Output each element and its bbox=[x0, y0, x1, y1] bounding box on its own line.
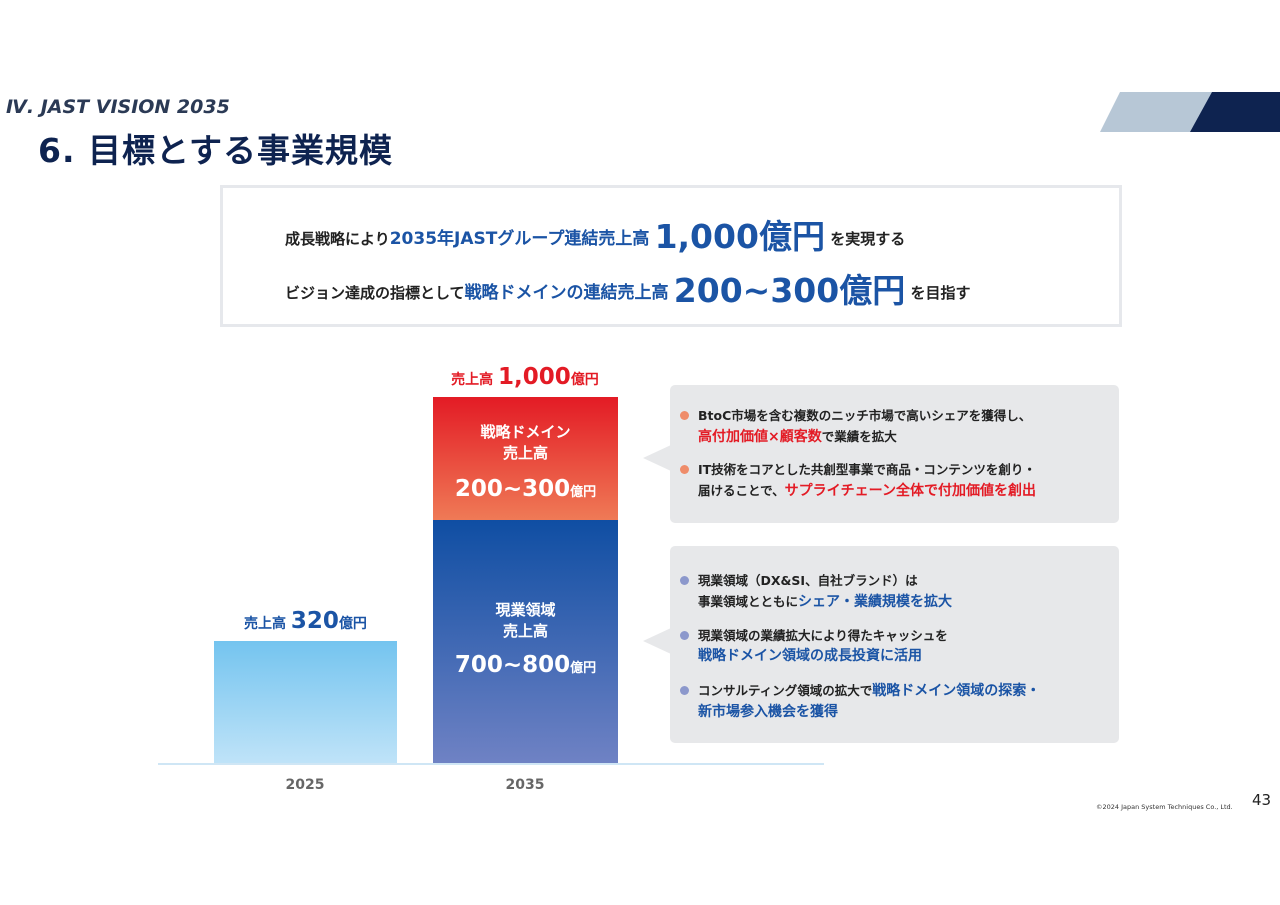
callout-strategic: BtoC市場を含む複数のニッチ市場で高いシェアを獲得し、 高付加価値×顧客数で業… bbox=[670, 385, 1119, 523]
summary-text: 成長戦略により bbox=[285, 230, 390, 248]
strategic-value-unit: 億円 bbox=[570, 485, 597, 500]
callout-item: 現業領域の業績拡大により得たキャッシュを 戦略ドメイン領域の成長投資に活用 bbox=[680, 625, 948, 667]
callout-emphasis: 高付加価値×顧客数 bbox=[698, 429, 822, 445]
callout-item: IT技術をコアとした共創型事業で商品・コンテンツを創り・ 届けることで、サプライ… bbox=[680, 459, 1036, 502]
bar-2035-strategic-domain: 戦略ドメイン 売上高 200~300億円 bbox=[433, 397, 618, 520]
bullet-dot-icon bbox=[680, 465, 689, 474]
callout-current: 現業領域（DX&SI、自社ブランド）は 事業領域とともにシェア・業績規模を拡大 … bbox=[670, 546, 1119, 743]
current-value-unit: 億円 bbox=[570, 661, 597, 676]
total-label-2035: 売上高 1,000億円 bbox=[420, 364, 630, 390]
strategic-value: 200~300億円 bbox=[433, 476, 618, 502]
page-number: 43 bbox=[1252, 791, 1272, 809]
callout-item: 現業領域（DX&SI、自社ブランド）は 事業領域とともにシェア・業績規模を拡大 bbox=[680, 570, 952, 613]
callout-text: BtoC市場を含む複数のニッチ市場で高いシェアを獲得し、 bbox=[698, 408, 1032, 423]
callout-text: で業績を拡大 bbox=[821, 429, 897, 444]
callout-text: 事業領域とともに bbox=[698, 594, 799, 609]
strategic-title-2: 売上高 bbox=[502, 444, 548, 462]
callout-text: 現業領域（DX&SI、自社ブランド）は bbox=[698, 573, 918, 588]
callout-text: 現業領域の業績拡大により得たキャッシュを bbox=[698, 628, 948, 643]
callout-pointer bbox=[643, 628, 671, 654]
total-label-unit: 億円 bbox=[338, 616, 367, 632]
strategic-value-num: 200~300 bbox=[454, 476, 571, 502]
current-title-2: 売上高 bbox=[502, 622, 548, 640]
current-value: 700~800億円 bbox=[433, 652, 618, 678]
x-tick-2035: 2035 bbox=[505, 777, 545, 793]
copyright: ©2024 Japan System Techniques Co., Ltd. bbox=[1096, 803, 1233, 811]
current-title-1: 現業領域 bbox=[495, 601, 556, 619]
callout-emphasis: 戦略ドメイン領域の成長投資に活用 bbox=[698, 648, 922, 664]
bullet-dot-icon bbox=[680, 576, 689, 585]
callout-text-line: 届けることで、サプライチェーン全体で付加価値を創出 bbox=[698, 480, 1036, 502]
total-label-2025: 売上高 320億円 bbox=[214, 608, 397, 634]
total-label-value: 1,000 bbox=[498, 364, 571, 390]
summary-highlight: 戦略ドメインの連結売上高 bbox=[464, 283, 669, 303]
bar-2035-current-business: 現業領域 売上高 700~800億円 bbox=[433, 520, 618, 763]
bullet-dot-icon bbox=[680, 686, 689, 695]
callout-text: コンサルティング領域の拡大で bbox=[698, 683, 873, 698]
summary-text: を目指す bbox=[910, 284, 971, 302]
summary-target-total: 1,000億円 bbox=[654, 217, 825, 256]
summary-line-1: 成長戦略により2035年JASTグループ連結売上高 1,000億円 を実現する bbox=[285, 210, 905, 258]
bullet-dot-icon bbox=[680, 631, 689, 640]
callout-pointer bbox=[643, 445, 671, 471]
callout-text-line: コンサルティング領域の拡大で戦略ドメイン領域の探索・ bbox=[698, 680, 1040, 702]
bar-2025 bbox=[214, 641, 397, 763]
summary-text: を実現する bbox=[830, 230, 906, 248]
callout-emphasis: サプライチェーン全体で付加価値を創出 bbox=[784, 483, 1036, 499]
total-label-unit: 億円 bbox=[570, 372, 599, 388]
total-label-prefix: 売上高 bbox=[451, 372, 494, 388]
callout-text-line: 事業領域とともにシェア・業績規模を拡大 bbox=[698, 591, 952, 613]
summary-text: ビジョン達成の指標として bbox=[285, 284, 465, 302]
section-label: Ⅳ. JAST VISION 2035 bbox=[6, 96, 230, 118]
callout-emphasis: 戦略ドメイン領域の探索・ bbox=[872, 683, 1041, 699]
callout-text: 届けることで、 bbox=[698, 483, 785, 498]
callout-item: BtoC市場を含む複数のニッチ市場で高いシェアを獲得し、 高付加価値×顧客数で業… bbox=[680, 405, 1032, 448]
header-decoration bbox=[1100, 92, 1280, 132]
summary-line-2: ビジョン達成の指標として戦略ドメインの連結売上高 200~300億円 を目指す bbox=[285, 264, 970, 312]
callout-emphasis: シェア・業績規模を拡大 bbox=[798, 594, 953, 610]
callout-emphasis: 新市場参入機会を獲得 bbox=[698, 704, 838, 720]
summary-highlight: 2035年JASTグループ連結売上高 bbox=[389, 229, 650, 249]
strategic-title-1: 戦略ドメイン bbox=[480, 423, 571, 441]
summary-box: 成長戦略により2035年JASTグループ連結売上高 1,000億円 を実現する … bbox=[220, 185, 1122, 327]
bullet-dot-icon bbox=[680, 411, 689, 420]
callout-text: IT技術をコアとした共創型事業で商品・コンテンツを創り・ bbox=[698, 462, 1036, 477]
page-title: 6. 目標とする事業規模 bbox=[38, 131, 393, 170]
callout-text-line: 高付加価値×顧客数で業績を拡大 bbox=[698, 426, 1031, 448]
total-label-prefix: 売上高 bbox=[244, 616, 287, 632]
chart-baseline bbox=[158, 763, 824, 765]
current-value-num: 700~800 bbox=[454, 652, 571, 678]
summary-target-domain: 200~300億円 bbox=[673, 271, 906, 310]
total-label-value: 320 bbox=[290, 608, 339, 634]
x-tick-2025: 2025 bbox=[285, 777, 325, 793]
callout-item: コンサルティング領域の拡大で戦略ドメイン領域の探索・ 新市場参入機会を獲得 bbox=[680, 680, 1040, 723]
